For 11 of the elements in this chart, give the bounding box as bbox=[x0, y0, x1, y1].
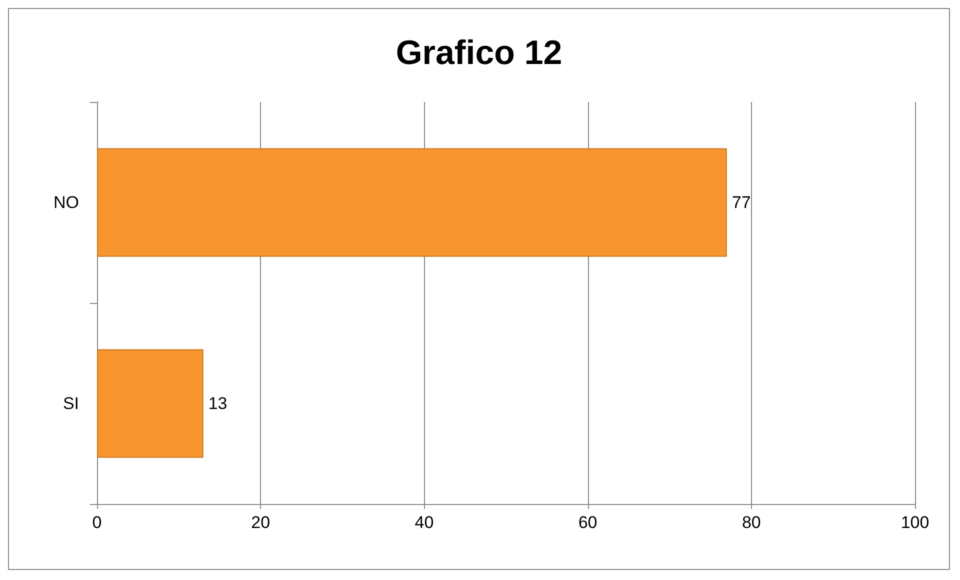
x-tick-label: 0 bbox=[92, 513, 102, 532]
x-tick-label: 40 bbox=[414, 513, 434, 532]
x-tick-label: 60 bbox=[578, 513, 598, 532]
y-tick-label: SI bbox=[62, 394, 79, 413]
data-label: 13 bbox=[208, 394, 228, 413]
chart-title: Grafico 12 bbox=[396, 34, 562, 72]
data-label: 77 bbox=[732, 193, 751, 212]
x-tick-label: 80 bbox=[742, 513, 761, 532]
y-tick-label: NO bbox=[54, 193, 79, 212]
x-tick-label: 20 bbox=[251, 513, 270, 532]
x-tick-label: 100 bbox=[900, 513, 930, 532]
